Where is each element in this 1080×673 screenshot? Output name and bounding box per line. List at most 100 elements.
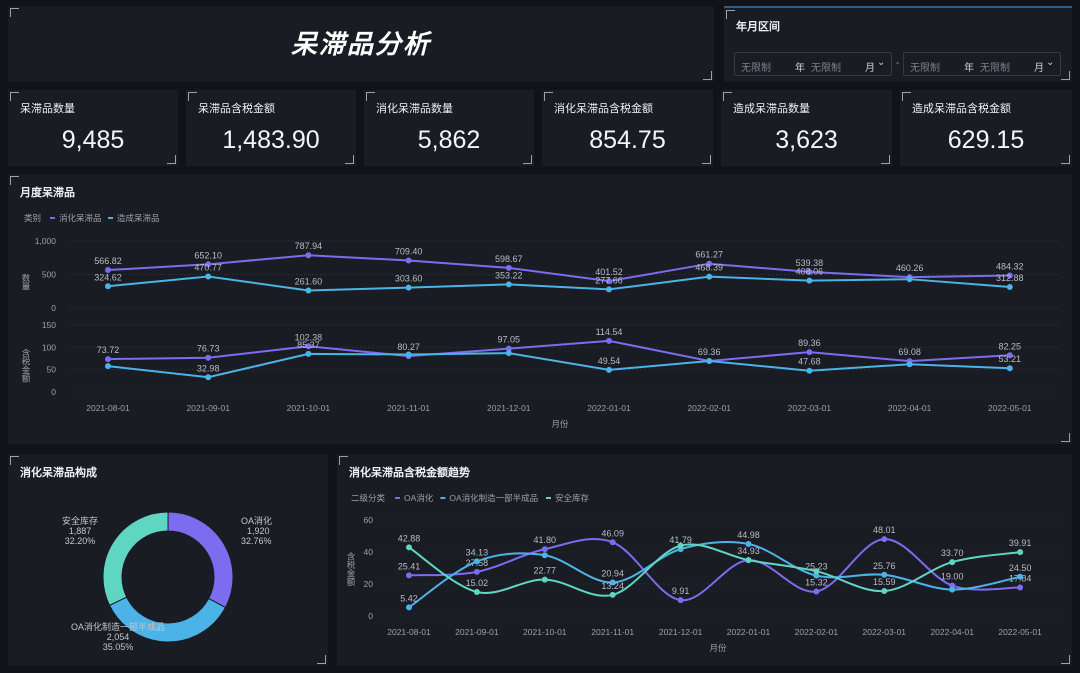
x-tick-label: 2021-11-01 [387, 403, 430, 413]
start-year-value: 无限制 [741, 63, 771, 74]
kpi-label: 消化呆滞品含税金额 [554, 103, 653, 115]
data-label: 33.70 [941, 548, 964, 558]
data-label: 34.93 [737, 546, 760, 556]
kpi-value: 854.75 [589, 126, 666, 154]
legend-title: 二级分类 [351, 493, 386, 503]
data-point [541, 552, 548, 559]
data-label: 13.24 [601, 581, 624, 591]
slice-value: 1,920 [247, 526, 270, 536]
x-tick-label: 2021-08-01 [387, 627, 431, 637]
data-point [609, 591, 616, 598]
data-point [305, 287, 312, 294]
slice-value: 1,887 [69, 526, 92, 536]
slice-percent: 32.76% [241, 536, 272, 546]
data-point [305, 343, 312, 350]
data-point [473, 588, 480, 595]
kpi-card: 造成呆滞品含税金额 629.15 [900, 90, 1072, 166]
data-point [706, 358, 713, 365]
kpi-label: 呆滞品数量 [20, 103, 75, 115]
end-date-select[interactable]: 无限制 年 无限制 月 ⌄ [903, 52, 1061, 76]
y-axis-label: 含税金额 [21, 348, 31, 384]
series-line [107, 339, 1010, 363]
data-label: 652.10 [194, 250, 222, 260]
series-line [107, 352, 1010, 379]
data-point [205, 374, 212, 381]
kpi-label: 呆滞品含税金额 [198, 103, 275, 115]
x-tick-label: 2021-11-01 [591, 627, 634, 637]
x-tick-label: 2022-03-01 [863, 627, 907, 637]
slice-name: OA消化 [241, 515, 272, 526]
chevron-down-icon: ⌄ [1046, 57, 1055, 68]
kpi-value: 9,485 [61, 126, 125, 154]
data-point [1006, 284, 1013, 291]
data-point [505, 350, 512, 357]
series-line [408, 540, 1021, 609]
data-label: 15.59 [873, 577, 896, 587]
data-label: 408.06 [796, 267, 824, 277]
composition-panel: OA消化 1,920 32.76% OA消化制造一部半成品 2,054 35.05% 安全库… [8, 454, 328, 666]
data-label: 661.27 [695, 250, 723, 260]
data-point [473, 558, 480, 565]
kpi-value: 3,623 [775, 126, 838, 154]
legend-item: OA消化制造一部半成品 [449, 493, 538, 503]
data-label: 41.79 [669, 535, 692, 545]
x-axis-label: 月份 [551, 419, 569, 429]
start-date-select[interactable]: 无限制 年 无限制 月 ⌄ [734, 52, 892, 76]
year-unit: 年 [795, 63, 805, 74]
y-tick-label: 20 [364, 579, 374, 589]
x-tick-label: 2022-05-01 [998, 627, 1042, 637]
data-label: 73.72 [97, 345, 120, 355]
data-label: 44.98 [737, 530, 760, 540]
data-point [505, 345, 512, 352]
series-line [408, 543, 1021, 597]
data-point [806, 268, 813, 275]
data-point [881, 571, 888, 578]
data-label: 22.77 [534, 566, 557, 576]
x-tick-label: 2021-08-01 [86, 403, 130, 413]
x-tick-label: 2021-10-01 [287, 403, 331, 413]
data-label: 49.54 [598, 356, 621, 366]
kpi-card: 呆滞品含税金额 1,483.90 [186, 90, 356, 166]
x-tick-label: 2022-05-01 [988, 403, 1032, 413]
start-month-value: 无限制 [811, 63, 841, 74]
x-axis-label: 月份 [709, 643, 727, 653]
kpi-card: 造成呆滞品数量 3,623 [721, 90, 892, 166]
monthly-title: 月度呆滞品 [20, 187, 75, 199]
x-tick-label: 2022-02-01 [687, 403, 731, 413]
composition-title: 消化呆滞品构成 [20, 467, 97, 479]
data-label: 53.21 [999, 354, 1022, 364]
filter-label: 年月区间 [736, 21, 780, 33]
y-tick-label: 40 [364, 547, 374, 557]
data-point [881, 588, 888, 595]
data-point [1017, 573, 1024, 580]
data-point [806, 277, 813, 284]
data-point [405, 351, 412, 358]
data-point [609, 539, 616, 546]
data-label: 46.09 [601, 528, 624, 538]
data-point [105, 283, 111, 290]
page-title: 呆滞品分析 [290, 29, 431, 59]
trend-panel: 二级分类 OA消化 OA消化制造一部半成品 安全库存 0 20 40 60 含税金额 25.41 2… [337, 454, 1072, 666]
data-label: 19.00 [941, 572, 964, 582]
month-unit: 月 [865, 63, 875, 74]
legend-item: 消化呆滞品 [59, 213, 102, 223]
data-label: 47.68 [798, 357, 821, 367]
x-tick-label: 2021-12-01 [487, 403, 531, 413]
data-point [881, 536, 888, 543]
chevron-down-icon: ⌄ [877, 57, 886, 68]
kpi-label: 造成呆滞品数量 [733, 103, 810, 115]
data-point [405, 284, 412, 291]
trend-chart: 二级分类 OA消化 OA消化制造一部半成品 安全库存 0 20 40 60 含税金额 25.41 2… [346, 493, 1065, 653]
slice-name: 安全库存 [62, 515, 98, 526]
data-point [1006, 365, 1013, 372]
y-tick-label: 0 [51, 387, 56, 397]
donut-slice [167, 511, 234, 609]
data-label: 324.62 [94, 272, 122, 282]
data-label: 709.40 [395, 246, 423, 256]
x-tick-label: 2022-01-01 [727, 627, 771, 637]
data-label: 15.02 [466, 578, 489, 588]
data-point [813, 588, 820, 595]
y-tick-label: 150 [42, 320, 56, 330]
data-point [606, 337, 612, 344]
